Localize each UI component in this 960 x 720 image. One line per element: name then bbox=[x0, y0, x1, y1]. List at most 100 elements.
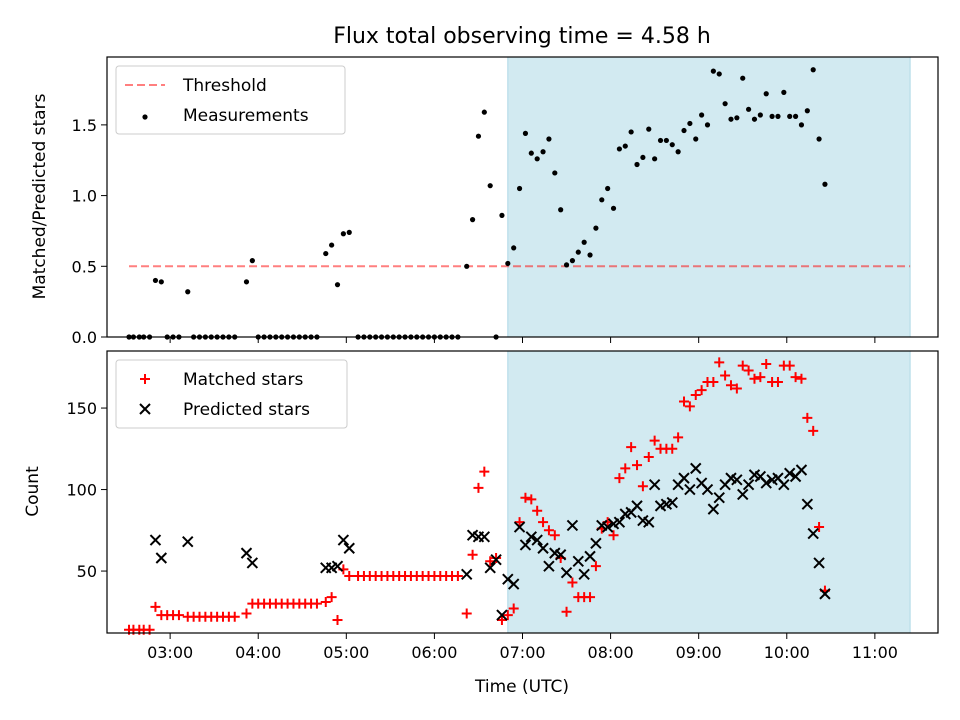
matched-star-marker bbox=[749, 373, 760, 384]
measurement-point bbox=[469, 217, 476, 223]
predicted-star-marker bbox=[496, 609, 508, 621]
predicted-star-marker bbox=[760, 477, 772, 489]
measurement-point bbox=[522, 130, 529, 136]
measurement-point bbox=[534, 156, 540, 162]
matched-star-marker bbox=[326, 592, 337, 603]
predicted-star-marker bbox=[519, 539, 532, 551]
matched-star-marker bbox=[761, 359, 772, 370]
measurement-point bbox=[722, 101, 728, 107]
predicted-star-marker bbox=[584, 550, 596, 563]
legend-label: Measurements bbox=[183, 106, 309, 126]
measurement-point bbox=[816, 136, 822, 142]
predicted-star-marker bbox=[613, 516, 626, 528]
matched-star-marker bbox=[714, 357, 725, 368]
matched-star-marker bbox=[452, 570, 463, 581]
measurement-point bbox=[740, 75, 746, 81]
measurement-point bbox=[716, 71, 722, 77]
predicted-star-marker bbox=[737, 488, 749, 501]
observing-window bbox=[507, 57, 911, 337]
measurement-point bbox=[628, 129, 634, 135]
matched-star-marker bbox=[708, 376, 719, 387]
matched-star-marker bbox=[620, 463, 631, 474]
legend-measurement-swatch bbox=[142, 114, 148, 120]
predicted-star-marker bbox=[478, 531, 491, 543]
measurement-point bbox=[657, 137, 664, 144]
matched-star-marker bbox=[614, 473, 625, 484]
predicted-star-marker bbox=[507, 578, 520, 590]
y-tick-label: 50 bbox=[77, 562, 97, 581]
measurement-point bbox=[505, 260, 511, 267]
matched-star-marker bbox=[743, 365, 754, 376]
predicted-star-marker bbox=[731, 474, 743, 486]
matched-star-marker bbox=[479, 466, 490, 477]
measurement-point bbox=[475, 133, 482, 139]
measurement-point bbox=[734, 115, 740, 121]
measurement-point bbox=[746, 106, 752, 112]
x-tick-label: 09:00 bbox=[676, 643, 722, 662]
legend-box bbox=[115, 359, 348, 429]
predicted-star-marker bbox=[560, 566, 573, 579]
matched-star-marker bbox=[673, 432, 684, 443]
measurement-point bbox=[499, 212, 505, 218]
count-ylabel: Count bbox=[23, 466, 43, 517]
predicted-star-marker bbox=[331, 560, 344, 572]
matched-star-marker bbox=[808, 425, 819, 436]
measurement-point bbox=[710, 68, 716, 74]
measurement-point bbox=[798, 122, 805, 128]
matched-star-marker bbox=[690, 390, 701, 401]
measurement-point bbox=[663, 137, 669, 144]
measurement-point bbox=[546, 136, 552, 142]
matched-star-marker bbox=[567, 577, 578, 588]
legend-box bbox=[115, 65, 346, 135]
x-tick-label: 07:00 bbox=[499, 643, 545, 662]
predicted-star-marker bbox=[531, 534, 543, 546]
matched-star-marker bbox=[473, 482, 484, 493]
predicted-star-marker bbox=[490, 553, 502, 566]
matched-star-marker bbox=[679, 396, 690, 407]
measurement-point bbox=[152, 277, 159, 284]
matched-star-marker bbox=[561, 606, 572, 617]
measurement-point bbox=[646, 126, 652, 132]
measurement-point bbox=[751, 116, 758, 122]
matched-star-marker bbox=[344, 570, 355, 581]
matched-star-marker bbox=[772, 376, 783, 387]
measurement-point bbox=[563, 262, 570, 268]
predicted-star-marker bbox=[795, 464, 808, 476]
matched-star-marker bbox=[590, 561, 601, 572]
matched-star-marker bbox=[526, 494, 537, 505]
series-predicted-stars bbox=[149, 462, 831, 621]
predicted-star-marker bbox=[801, 498, 814, 510]
measurement-point bbox=[346, 229, 352, 235]
matched-star-marker bbox=[320, 597, 331, 608]
matched-star-marker bbox=[538, 517, 549, 528]
measurement-point bbox=[616, 146, 623, 152]
measurement-point bbox=[693, 136, 699, 142]
measurement-point bbox=[593, 225, 599, 231]
measurement-point bbox=[185, 289, 191, 295]
matched-star-marker bbox=[667, 443, 678, 454]
predicted-star-marker bbox=[337, 534, 350, 546]
measurement-point bbox=[669, 142, 675, 148]
count-panel: 50 100 150 03:00 04:00 05:00 06:00 07:00 08:00 09… bbox=[66, 350, 939, 662]
matched-star-marker bbox=[784, 360, 795, 371]
matched-star-marker bbox=[632, 460, 643, 471]
measurement-point bbox=[329, 242, 335, 248]
measurement-point bbox=[528, 150, 534, 156]
matched-star-marker bbox=[802, 412, 813, 423]
measurement-point bbox=[569, 258, 576, 264]
x-axis-label: Time (UTC) bbox=[474, 677, 569, 697]
series-matched-stars bbox=[124, 357, 830, 635]
matched-star-marker bbox=[467, 549, 478, 560]
measurement-point bbox=[804, 108, 810, 114]
matched-star-marker bbox=[649, 435, 660, 446]
matched-star-marker bbox=[608, 530, 619, 541]
predicted-star-marker bbox=[343, 542, 355, 554]
measurement-point bbox=[769, 113, 775, 119]
x-tick-label: 05:00 bbox=[323, 643, 369, 662]
y-tick-label: 0.0 bbox=[72, 328, 97, 347]
measurement-point bbox=[599, 197, 605, 203]
matched-star-marker bbox=[496, 614, 507, 625]
measurement-point bbox=[792, 113, 799, 119]
predicted-star-marker bbox=[707, 503, 720, 515]
